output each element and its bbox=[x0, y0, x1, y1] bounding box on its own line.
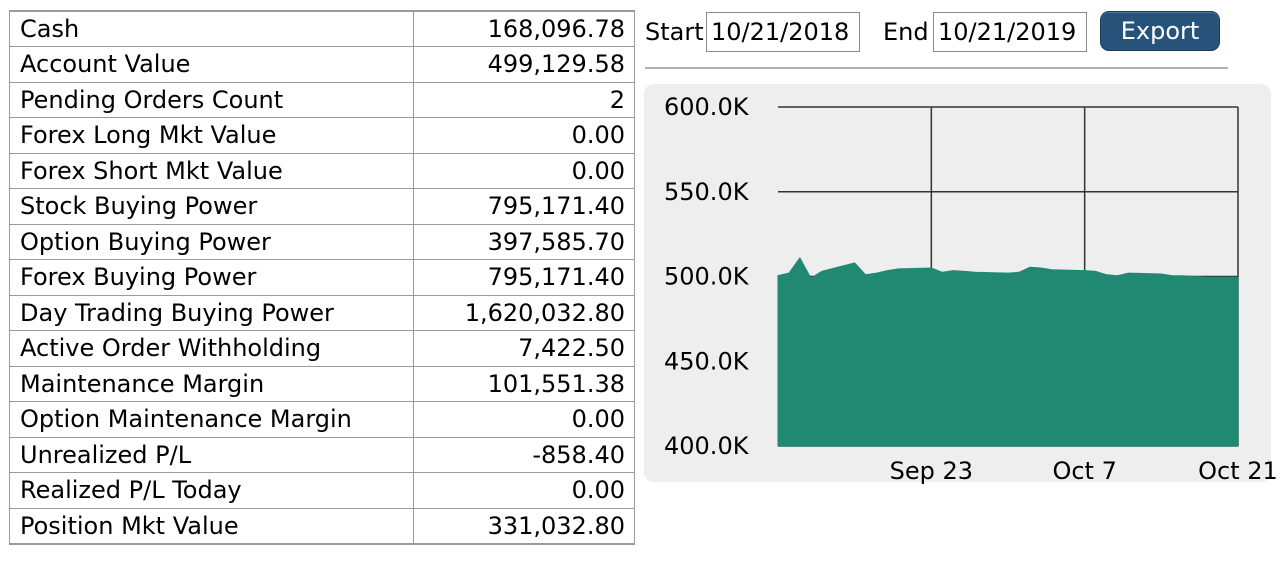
row-label: Forex Buying Power bbox=[9, 259, 414, 296]
row-value: 0.00 bbox=[413, 117, 635, 154]
row-label: Position Mkt Value bbox=[9, 507, 414, 545]
table-row: Forex Buying Power 795,171.40 bbox=[9, 259, 635, 296]
x-tick-label: Sep 23 bbox=[890, 457, 973, 485]
divider bbox=[645, 67, 1228, 69]
row-label: Maintenance Margin bbox=[9, 365, 414, 402]
row-label: Option Buying Power bbox=[9, 223, 414, 260]
row-label: Realized P/L Today bbox=[9, 472, 414, 509]
row-value: 168,096.78 bbox=[413, 10, 635, 47]
row-value: 0.00 bbox=[413, 401, 635, 438]
table-row: Unrealized P/L -858.40 bbox=[9, 436, 635, 473]
row-label: Active Order Withholding bbox=[9, 330, 414, 367]
row-label: Pending Orders Count bbox=[9, 81, 414, 118]
row-label: Unrealized P/L bbox=[9, 436, 414, 473]
start-date-label: Start bbox=[645, 18, 704, 46]
row-label: Stock Buying Power bbox=[9, 188, 414, 225]
y-tick-label: 450.0K bbox=[664, 347, 750, 375]
y-tick-label: 400.0K bbox=[664, 432, 750, 460]
end-date-input[interactable] bbox=[933, 12, 1087, 52]
table-row: Maintenance Margin 101,551.38 bbox=[9, 365, 635, 402]
row-label: Option Maintenance Margin bbox=[9, 401, 414, 438]
row-value: 499,129.58 bbox=[413, 46, 635, 83]
row-value: 331,032.80 bbox=[413, 507, 635, 545]
row-value: 101,551.38 bbox=[413, 365, 635, 402]
account-value-chart: 600.0K 550.0K 500.0K 450.0K 400.0K Sep 23 Oct … bbox=[664, 93, 1278, 485]
table-row: Account Value 499,129.58 bbox=[9, 46, 635, 83]
table-row: Forex Short Mkt Value 0.00 bbox=[9, 152, 635, 189]
table-row: Stock Buying Power 795,171.40 bbox=[9, 188, 635, 225]
table-row: Realized P/L Today 0.00 bbox=[9, 472, 635, 509]
table-row: Forex Long Mkt Value 0.00 bbox=[9, 117, 635, 154]
row-value: 0.00 bbox=[413, 472, 635, 509]
y-tick-label: 500.0K bbox=[664, 263, 750, 291]
row-label: Forex Short Mkt Value bbox=[9, 152, 414, 189]
end-date-label: End bbox=[883, 18, 929, 46]
table-row: Option Maintenance Margin 0.00 bbox=[9, 401, 635, 438]
x-tick-label: Oct 21 bbox=[1198, 457, 1278, 485]
x-tick-label: Oct 7 bbox=[1052, 457, 1116, 485]
table-row: Option Buying Power 397,585.70 bbox=[9, 223, 635, 260]
row-label: Forex Long Mkt Value bbox=[9, 117, 414, 154]
row-value: -858.40 bbox=[413, 436, 635, 473]
start-date-input[interactable] bbox=[706, 12, 860, 52]
row-label: Day Trading Buying Power bbox=[9, 294, 414, 331]
table-row: Position Mkt Value 331,032.80 bbox=[9, 507, 635, 545]
table-row: Day Trading Buying Power 1,620,032.80 bbox=[9, 294, 635, 331]
row-label: Account Value bbox=[9, 46, 414, 83]
row-value: 795,171.40 bbox=[413, 259, 635, 296]
row-label: Cash bbox=[9, 10, 414, 47]
row-value: 7,422.50 bbox=[413, 330, 635, 367]
table-row: Active Order Withholding 7,422.50 bbox=[9, 330, 635, 367]
row-value: 1,620,032.80 bbox=[413, 294, 635, 331]
table-row: Pending Orders Count 2 bbox=[9, 81, 635, 118]
row-value: 795,171.40 bbox=[413, 188, 635, 225]
row-value: 397,585.70 bbox=[413, 223, 635, 260]
account-summary-table: Cash 168,096.78 Account Value 499,129.58 Pen… bbox=[9, 10, 635, 545]
series-area bbox=[777, 256, 1239, 447]
y-tick-label: 550.0K bbox=[664, 178, 750, 206]
row-value: 0.00 bbox=[413, 152, 635, 189]
export-button[interactable]: Export bbox=[1100, 11, 1220, 51]
table-row: Cash 168,096.78 bbox=[9, 10, 635, 47]
y-tick-label: 600.0K bbox=[664, 93, 750, 121]
row-value: 2 bbox=[413, 81, 635, 118]
